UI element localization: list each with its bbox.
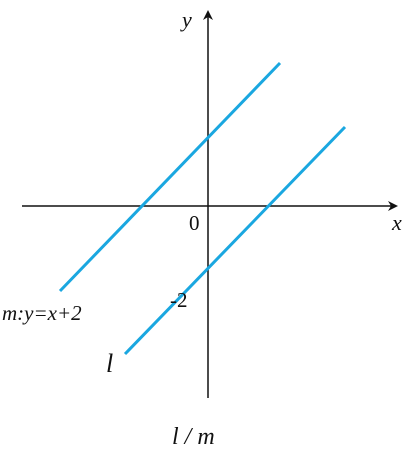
y-axis-label: y	[180, 7, 192, 32]
line-label: m:y=x+2	[2, 301, 82, 325]
line-l	[123, 125, 347, 356]
origin-label: 0	[189, 211, 200, 235]
x-axis-label: x	[391, 210, 402, 235]
line-m	[58, 61, 282, 293]
caption: l / m	[172, 424, 215, 450]
tick-label: -2	[170, 288, 188, 312]
line-label: l	[106, 349, 113, 378]
